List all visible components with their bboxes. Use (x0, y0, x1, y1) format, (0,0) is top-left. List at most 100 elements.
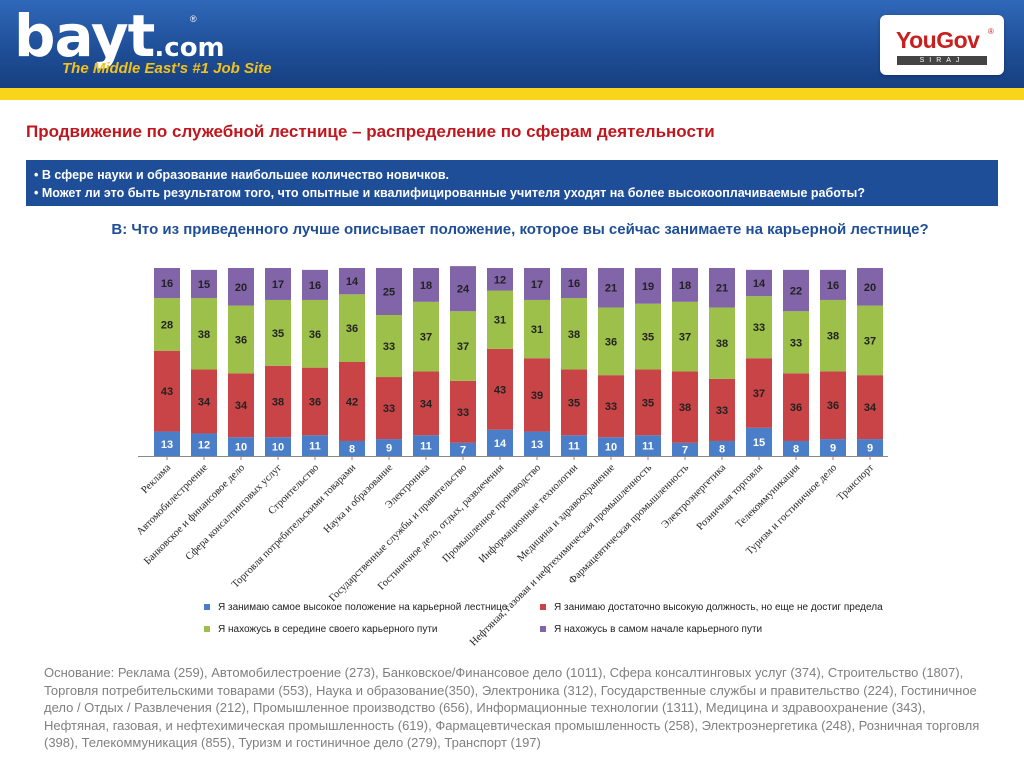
data-label: 9 (830, 443, 836, 455)
data-label: 11 (642, 441, 654, 453)
data-label: 11 (309, 441, 321, 453)
data-label: 37 (753, 388, 765, 400)
data-label: 38 (568, 329, 580, 341)
slide-title: Продвижение по служебной лестнице – расп… (26, 122, 715, 141)
bar-segment (191, 433, 217, 456)
data-label: 37 (864, 335, 876, 347)
data-label: 33 (383, 403, 395, 415)
bar-segment (376, 439, 402, 456)
data-label: 36 (827, 400, 839, 412)
bar-segment (265, 365, 291, 438)
bar-segment (413, 371, 439, 436)
data-label: 10 (235, 442, 247, 454)
bar-segment (228, 305, 254, 374)
bayt-logo[interactable]: bayt.com (14, 4, 225, 80)
data-label: 13 (161, 439, 173, 451)
data-label: 24 (457, 284, 470, 296)
data-label: 38 (827, 331, 839, 343)
bar-segment (598, 375, 624, 438)
category-label: Транспорт (835, 462, 876, 503)
legend-label: Я нахожусь в середине своего карьерного … (218, 624, 438, 635)
survey-question: В: Что из приведенного лучше описывает п… (111, 221, 929, 238)
data-label: 16 (568, 278, 580, 290)
bar-segment (783, 440, 809, 456)
data-label: 42 (346, 396, 358, 408)
bar-segment (709, 307, 735, 379)
bar-segment (820, 269, 846, 300)
insight-bullet-1: • В сфере науки и образование наибольшее… (34, 168, 450, 182)
bar-segment (339, 362, 365, 441)
data-label: 11 (568, 441, 580, 453)
bar-segment (783, 373, 809, 441)
bar-segment (228, 437, 254, 456)
data-label: 43 (161, 386, 173, 398)
bar-segment (524, 431, 550, 456)
data-label: 38 (679, 402, 691, 414)
registered-mark: ® (190, 14, 197, 24)
bar-segment (783, 269, 809, 312)
data-label: 43 (494, 384, 506, 396)
data-label: 7 (460, 444, 466, 456)
data-label: 35 (568, 397, 580, 409)
bar-segment (487, 348, 513, 430)
bar-segment (857, 439, 883, 456)
data-label: 34 (864, 402, 877, 414)
bar-segment (487, 429, 513, 456)
bar-segment (302, 269, 328, 300)
logo-text: bayt (14, 2, 155, 70)
data-label: 37 (679, 332, 691, 344)
bar-segment (820, 299, 846, 372)
data-label: 9 (867, 443, 873, 455)
data-label: 33 (605, 401, 617, 413)
bar-segment (154, 431, 180, 456)
data-label: 38 (272, 396, 284, 408)
base-note: Основание: Реклама (259), Автомобилестро… (44, 665, 980, 750)
legend-label: Я нахожусь в самом начале карьерного пут… (554, 624, 762, 635)
bar-segment (487, 290, 513, 349)
data-label: 34 (235, 400, 248, 412)
data-label: 33 (790, 337, 802, 349)
bar-segment (561, 435, 587, 456)
data-label: 36 (309, 329, 321, 341)
bar-segment (746, 358, 772, 428)
data-label: 15 (753, 437, 765, 449)
bar-segment (857, 375, 883, 440)
bar-segment (672, 301, 698, 372)
bar-segment (672, 371, 698, 443)
bar-segment (635, 268, 661, 304)
data-label: 13 (531, 439, 543, 451)
header-banner: bayt.com ® The Middle East's #1 Job Site… (0, 0, 1024, 88)
bar-segment (746, 269, 772, 297)
data-label: 14 (346, 276, 359, 288)
bar-segment (746, 427, 772, 456)
data-label: 36 (605, 336, 617, 348)
bar-segment (450, 266, 476, 312)
category-label: Реклама (139, 462, 173, 496)
bar-segment (487, 268, 513, 291)
data-label: 34 (198, 396, 211, 408)
bar-segment (524, 358, 550, 432)
bar-segment (561, 298, 587, 370)
data-label: 28 (161, 319, 173, 331)
data-label: 18 (679, 280, 691, 292)
insight-bullet-2: • Может ли это быть результатом того, чт… (34, 186, 865, 200)
bar-segment (339, 440, 365, 456)
bar-segment (228, 373, 254, 438)
data-label: 8 (793, 443, 799, 455)
bar-segment (339, 294, 365, 362)
data-label: 7 (682, 444, 688, 456)
data-label: 16 (827, 280, 839, 292)
data-label: 33 (753, 322, 765, 334)
data-label: 31 (531, 324, 543, 336)
category-label: Наука и образование (322, 462, 396, 536)
bar-segment (413, 435, 439, 456)
category-label: Телекоммуникация (734, 462, 802, 530)
data-label: 33 (457, 407, 469, 419)
bar-segment (265, 437, 291, 456)
bar-segment (561, 268, 587, 299)
bar-segment (820, 371, 846, 440)
bar-segment (450, 311, 476, 381)
data-label: 20 (864, 282, 876, 294)
category-label: Автомобилестроение (135, 462, 210, 537)
legend-label: Я занимаю самое высокое положение на кар… (218, 602, 508, 613)
